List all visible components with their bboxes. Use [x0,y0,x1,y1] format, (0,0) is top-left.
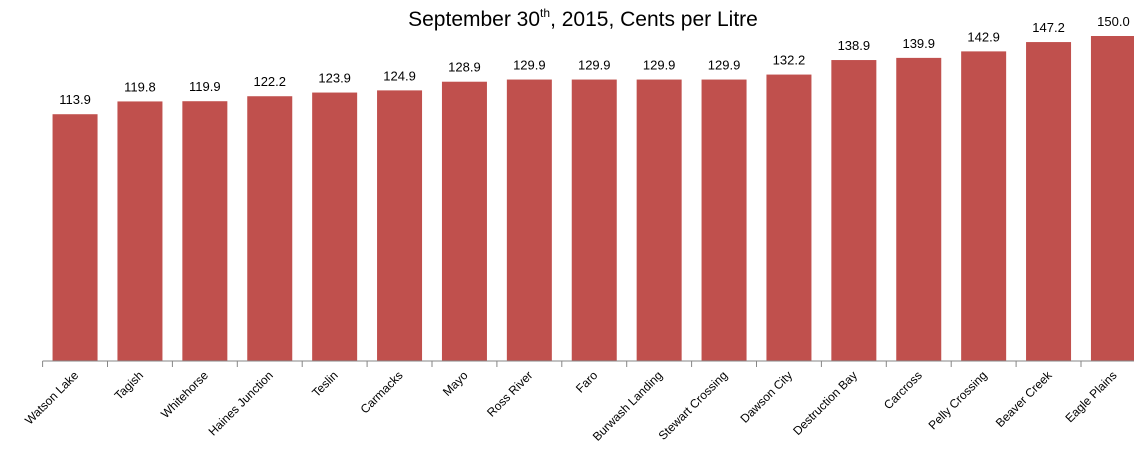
subtitle-superscript: th [540,6,550,20]
bar [52,114,98,361]
data-label: 138.9 [838,38,871,53]
bar [961,51,1007,362]
bar [571,79,617,362]
x-tick-label: Destruction Bay [790,368,860,438]
x-tick-label: Eagle Plains [1062,368,1119,425]
data-label: 119.8 [124,79,156,94]
data-label: 129.9 [708,58,741,73]
data-label: 123.9 [318,71,351,86]
x-tick-label: Stewart Crossing [656,368,731,443]
bar [1090,36,1134,361]
data-label: 119.9 [189,79,221,94]
bar [766,74,812,362]
x-tick-label: Carmacks [358,368,406,416]
x-tick-label: Pelly Crossing [926,368,990,432]
bar [831,60,877,362]
subtitle-text: September 30 [408,8,540,31]
bar [312,92,358,362]
data-label: 150.0 [1097,14,1130,29]
x-tick-label: Burwash Landing [590,368,665,443]
bar [247,96,293,361]
bar [1026,42,1072,362]
data-label: 129.9 [643,58,676,73]
data-label: 122.2 [253,74,286,89]
subtitle-text: , 2015, Cents per Litre [550,8,758,31]
x-tick-label: Beaver Creek [993,368,1055,430]
data-label: 124.9 [383,68,416,83]
bar [117,101,163,361]
x-tick-label: Teslin [309,368,341,400]
data-label: 142.9 [967,29,1000,44]
bar [506,79,552,362]
bar [182,101,228,361]
x-tick-label: Whitehorse [158,368,211,421]
data-label: 147.2 [1032,20,1065,35]
bar [896,57,942,362]
data-label: 113.9 [59,92,91,107]
x-tick-label: Dawson City [738,368,796,426]
x-tick-label: Faro [573,368,601,396]
bar [441,81,487,361]
x-tick-label: Tagish [112,368,146,402]
x-tick-label: Ross River [484,368,535,419]
data-label: 129.9 [578,58,611,73]
bar [636,79,682,362]
bar [701,79,747,362]
x-tick-label: Haines Junction [206,368,276,438]
data-label: 128.9 [448,60,481,75]
data-label: 132.2 [773,53,806,68]
bar [377,90,423,361]
chart-subtitle: September 30th, 2015, Cents per Litre [408,6,758,31]
x-tick-label: Watson Lake [22,368,81,427]
data-label: 129.9 [513,58,546,73]
x-tick-label: Mayo [440,368,471,399]
x-tick-label: Carcross [881,368,925,412]
data-label: 139.9 [902,36,935,51]
